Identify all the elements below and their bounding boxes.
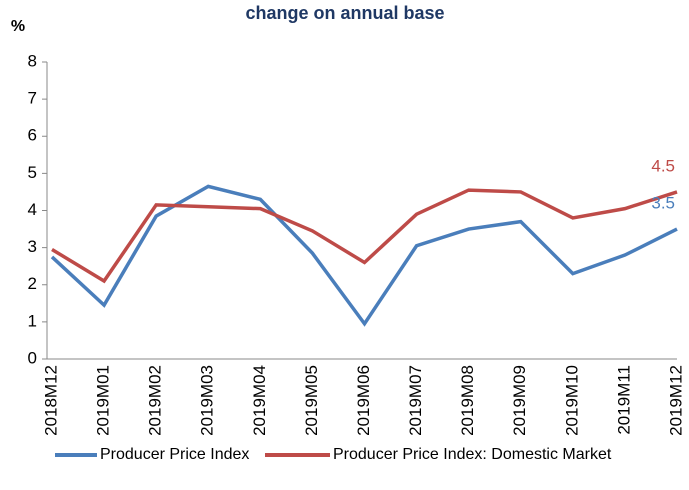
- x-tick-label: 2019M09: [510, 365, 529, 436]
- x-tick-label: 2019M10: [562, 365, 581, 436]
- series-line: [50, 184, 678, 327]
- y-tick-label: 4: [28, 200, 37, 219]
- y-tick-label: 6: [28, 126, 37, 145]
- y-tick-label: 5: [28, 163, 37, 182]
- y-tick-label: 3: [28, 237, 37, 256]
- x-tick-label: 2019M02: [146, 365, 165, 436]
- x-tick-label: 2019M08: [458, 365, 477, 436]
- chart-title: change on annual base: [245, 3, 444, 23]
- x-tick-label: 2019M07: [406, 365, 425, 436]
- x-tick-label: 2019M06: [354, 365, 373, 436]
- x-tick-label: 2019M01: [94, 365, 113, 436]
- series-line: [51, 188, 678, 284]
- x-tick-label: 2018M12: [41, 365, 60, 436]
- x-tick-label: 2019M03: [198, 365, 217, 436]
- data-label: 4.5: [651, 156, 675, 175]
- x-tick-label: 2019M04: [250, 365, 269, 436]
- y-tick-label: 2: [28, 274, 37, 293]
- y-tick-label: 1: [28, 311, 37, 330]
- data-label: 3.5: [651, 194, 675, 213]
- y-tick-label: 8: [28, 51, 37, 70]
- y-axis-label: %: [11, 18, 25, 35]
- legend-label: Producer Price Index: [100, 446, 249, 463]
- x-tick-label: 2019M11: [614, 365, 633, 435]
- x-tick-label: 2019M05: [302, 365, 321, 436]
- y-tick-label: 0: [28, 348, 37, 367]
- legend-label: Producer Price Index: Domestic Market: [333, 446, 612, 463]
- x-tick-label: 2019M12: [666, 365, 685, 436]
- y-tick-label: 7: [28, 89, 37, 108]
